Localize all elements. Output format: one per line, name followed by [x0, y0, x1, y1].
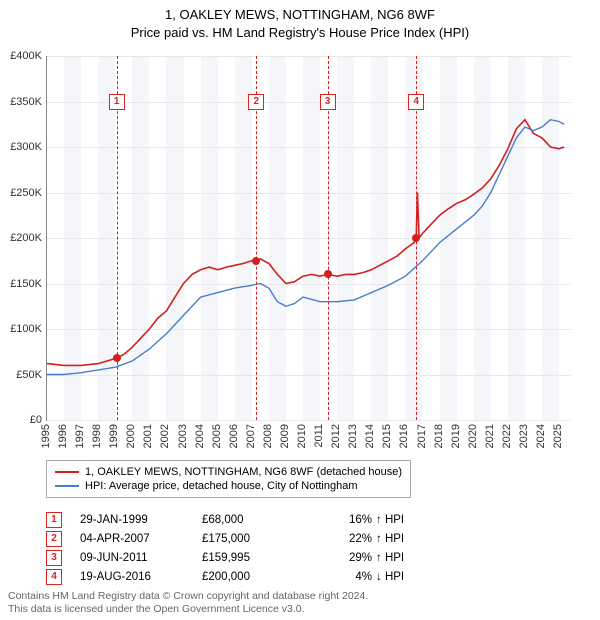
row-marker: 4: [46, 569, 62, 585]
gridline: [47, 420, 571, 421]
x-tick-label: 2007: [245, 424, 257, 448]
y-tick-label: £400K: [0, 50, 46, 62]
y-tick-label: £250K: [0, 187, 46, 199]
x-tick-label: 2018: [433, 424, 445, 448]
table-row: 2 04-APR-2007£175,00022%↑ HPI: [46, 529, 436, 548]
x-tick-label: 2009: [279, 424, 291, 448]
series-hpi: [47, 120, 564, 375]
row-date: 04-APR-2007: [80, 533, 202, 545]
chart-svg: [47, 56, 571, 420]
row-dir: ↑ HPI: [376, 552, 436, 564]
sale-vline: [117, 56, 118, 420]
sale-point: [113, 354, 121, 362]
title-line1: 1, OAKLEY MEWS, NOTTINGHAM, NG6 8WF: [0, 6, 600, 24]
y-tick-label: £150K: [0, 278, 46, 290]
row-dir: ↓ HPI: [376, 571, 436, 583]
sale-marker-box: 4: [408, 94, 424, 110]
sale-point: [412, 234, 420, 242]
x-tick-label: 2008: [262, 424, 274, 448]
x-tick-label: 2006: [228, 424, 240, 448]
sale-vline: [256, 56, 257, 420]
row-price: £68,000: [202, 514, 312, 526]
x-tick-label: 2016: [398, 424, 410, 448]
sale-point: [252, 257, 260, 265]
x-tick-label: 2005: [211, 424, 223, 448]
sale-marker-box: 1: [109, 94, 125, 110]
x-tick-label: 2020: [467, 424, 479, 448]
legend-row: 1, OAKLEY MEWS, NOTTINGHAM, NG6 8WF (det…: [55, 465, 402, 479]
x-tick-label: 2024: [535, 424, 547, 448]
table-row: 1 29-JAN-1999£68,00016%↑ HPI: [46, 510, 436, 529]
title-line2: Price paid vs. HM Land Registry's House …: [0, 24, 600, 42]
row-marker: 3: [46, 550, 62, 566]
row-date: 29-JAN-1999: [80, 514, 202, 526]
x-tick-label: 2022: [501, 424, 513, 448]
x-tick-label: 2004: [194, 424, 206, 448]
x-tick-label: 2003: [177, 424, 189, 448]
row-pct: 4%: [312, 571, 376, 583]
x-tick-label: 2021: [484, 424, 496, 448]
chart-title: 1, OAKLEY MEWS, NOTTINGHAM, NG6 8WF Pric…: [0, 0, 600, 41]
x-tick-label: 2000: [125, 424, 137, 448]
row-dir: ↑ HPI: [376, 533, 436, 545]
x-tick-label: 2023: [518, 424, 530, 448]
sale-marker-box: 3: [320, 94, 336, 110]
row-date: 19-AUG-2016: [80, 571, 202, 583]
row-pct: 22%: [312, 533, 376, 545]
x-tick-label: 2025: [552, 424, 564, 448]
x-tick-label: 2002: [159, 424, 171, 448]
row-date: 09-JUN-2011: [80, 552, 202, 564]
legend-swatch: [55, 485, 79, 487]
y-tick-label: £200K: [0, 232, 46, 244]
plot-area: 1 2 3 4: [46, 56, 571, 421]
row-dir: ↑ HPI: [376, 514, 436, 526]
x-tick-label: 1997: [74, 424, 86, 448]
sales-table: 129-JAN-1999£68,00016%↑ HPI204-APR-2007£…: [46, 510, 436, 586]
x-tick-label: 1999: [108, 424, 120, 448]
row-price: £200,000: [202, 571, 312, 583]
y-tick-label: £100K: [0, 323, 46, 335]
footer-line2: This data is licensed under the Open Gov…: [8, 603, 592, 616]
sale-point: [324, 270, 332, 278]
x-tick-label: 2001: [142, 424, 154, 448]
row-price: £159,995: [202, 552, 312, 564]
legend-row: HPI: Average price, detached house, City…: [55, 479, 402, 493]
y-tick-label: £350K: [0, 96, 46, 108]
row-marker: 2: [46, 531, 62, 547]
sale-marker-box: 2: [248, 94, 264, 110]
legend-swatch: [55, 471, 79, 473]
x-tick-label: 1996: [57, 424, 69, 448]
x-tick-label: 2011: [313, 424, 325, 448]
y-tick-label: £50K: [0, 369, 46, 381]
row-price: £175,000: [202, 533, 312, 545]
x-tick-label: 2017: [416, 424, 428, 448]
row-pct: 16%: [312, 514, 376, 526]
legend: 1, OAKLEY MEWS, NOTTINGHAM, NG6 8WF (det…: [46, 460, 411, 498]
x-tick-label: 2019: [450, 424, 462, 448]
chart-container: 1, OAKLEY MEWS, NOTTINGHAM, NG6 8WF Pric…: [0, 0, 600, 620]
footer-line1: Contains HM Land Registry data © Crown c…: [8, 590, 592, 603]
footer: Contains HM Land Registry data © Crown c…: [8, 590, 592, 616]
x-tick-label: 2015: [381, 424, 393, 448]
table-row: 3 09-JUN-2011£159,99529%↑ HPI: [46, 548, 436, 567]
x-tick-label: 1995: [40, 424, 52, 448]
series-property: [47, 120, 564, 366]
legend-label: HPI: Average price, detached house, City…: [85, 480, 358, 492]
x-tick-label: 2012: [330, 424, 342, 448]
legend-label: 1, OAKLEY MEWS, NOTTINGHAM, NG6 8WF (det…: [85, 466, 402, 478]
row-marker: 1: [46, 512, 62, 528]
row-pct: 29%: [312, 552, 376, 564]
table-row: 4 19-AUG-2016£200,0004%↓ HPI: [46, 567, 436, 586]
x-tick-label: 2010: [296, 424, 308, 448]
x-tick-label: 2013: [347, 424, 359, 448]
y-tick-label: £300K: [0, 141, 46, 153]
sale-vline: [328, 56, 329, 420]
x-tick-label: 1998: [91, 424, 103, 448]
x-tick-label: 2014: [364, 424, 376, 448]
